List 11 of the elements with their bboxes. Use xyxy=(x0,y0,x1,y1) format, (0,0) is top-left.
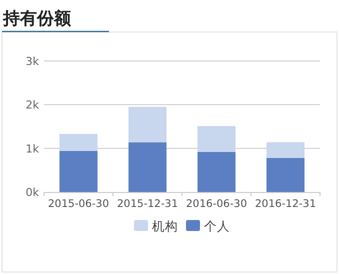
y-tick-label: 1k xyxy=(26,142,40,156)
x-tick-label: 2016-06-30 xyxy=(186,198,248,210)
x-tick-label: 2015-06-30 xyxy=(48,198,110,210)
y-tick-label: 3k xyxy=(26,55,40,68)
y-tick-label: 0k xyxy=(26,186,40,199)
y-tick-label: 2k xyxy=(26,98,40,112)
x-tick-label: 2016-12-31 xyxy=(254,198,316,210)
x-tick-label: 2015-12-31 xyxy=(116,198,178,210)
legend-label: 机构 xyxy=(152,218,178,234)
legend-label: 个人 xyxy=(204,218,230,234)
chart-title: 持有份额 xyxy=(2,9,72,29)
